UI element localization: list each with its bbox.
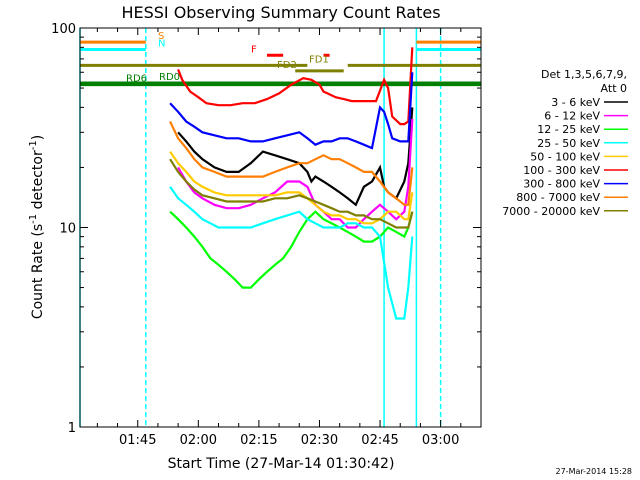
legend-label-2: 12 - 25 keV xyxy=(537,123,600,136)
y-tick-label-0: 1 xyxy=(68,421,76,436)
series-line-5 xyxy=(177,47,414,126)
flag-label-s: S xyxy=(158,31,164,42)
chart-title: HESSI Observing Summary Count Rates xyxy=(121,3,440,22)
legend-label-3: 25 - 50 keV xyxy=(537,137,600,150)
y-axis-label-end: ) xyxy=(30,135,46,140)
y-axis-label-sup2: -1 xyxy=(28,140,39,150)
series-line-7 xyxy=(169,121,414,206)
x-tick-label-4: 02:45 xyxy=(361,433,398,448)
y-tick-label-1: 10 xyxy=(59,222,76,237)
y-axis-label: Count Rate (s-1 detector-1) xyxy=(28,135,46,319)
legend-header-line-2: Att 0 xyxy=(601,82,627,95)
x-tick-label-3: 02:30 xyxy=(301,433,338,448)
series-line-3 xyxy=(169,186,414,320)
flag-label-rd0: RD0 xyxy=(159,72,180,83)
flag-label-f: F xyxy=(251,44,257,55)
legend-label-7: 800 - 7000 keV xyxy=(516,191,600,204)
y-axis-label-sup1: -1 xyxy=(28,214,39,224)
y-tick-label-2: 100 xyxy=(51,22,76,37)
flag-label-n: N xyxy=(158,39,165,50)
series-line-8 xyxy=(169,158,414,229)
x-axis: 01:45 02:00 02:15 02:30 02:45 03:00 xyxy=(96,28,462,448)
y-axis-label-mid: detector xyxy=(30,150,46,214)
x-tick-label-5: 03:00 xyxy=(422,433,459,448)
legend-label-8: 7000 - 20000 keV xyxy=(502,205,600,218)
plot-frame xyxy=(79,27,482,428)
flag-label-fd1: FD1 xyxy=(309,54,329,65)
x-tick-label-1: 02:00 xyxy=(180,433,217,448)
y-axis-label-main: Count Rate (s xyxy=(30,224,46,319)
legend-header-line-1: Det 1,3,5,6,7,9, xyxy=(541,68,627,81)
legend-label-0: 3 - 6 keV xyxy=(551,96,600,109)
flag-label-fd2: FD2 xyxy=(277,60,297,71)
legend-label-4: 50 - 100 keV xyxy=(530,150,600,163)
series-line-2 xyxy=(169,210,414,289)
x-tick-label-2: 02:15 xyxy=(240,433,277,448)
plot-area: SN F FD1 FD2 RD0 RD6 xyxy=(79,28,481,427)
legend-label-5: 100 - 300 keV xyxy=(523,164,600,177)
legend-label-1: 6 - 12 keV xyxy=(544,110,600,123)
x-tick-label-0: 01:45 xyxy=(119,433,156,448)
series-line-4 xyxy=(169,150,414,225)
legend-label-6: 300 - 800 keV xyxy=(523,178,600,191)
series-line-6 xyxy=(169,72,414,150)
x-axis-label: Start Time (27-Mar-14 01:30:42) xyxy=(168,456,395,472)
y-axis: 1 10 100 xyxy=(51,22,481,436)
footer-timestamp: 27-Mar-2014 15:28 xyxy=(556,467,633,476)
flag-label-rd6: RD6 xyxy=(126,74,147,85)
